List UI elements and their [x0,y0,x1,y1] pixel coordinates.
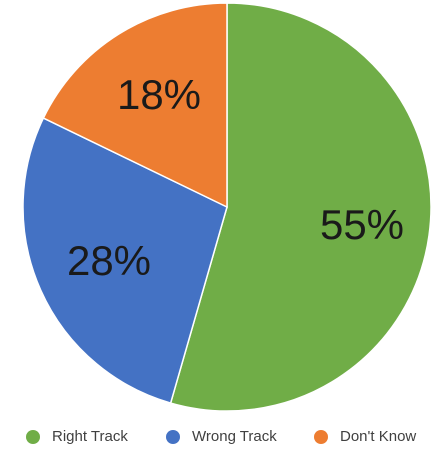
pie-slice-don-t-know [42,2,228,209]
slice-value-label: 28% [67,237,151,284]
legend-label: Don't Know [340,428,416,445]
pie-slice-right-track [169,2,431,412]
legend-marker [314,430,328,444]
legend-item: Wrong Track [166,428,277,445]
legend-marker [166,430,180,444]
pie-slices [22,2,431,412]
legend-item: Right Track [26,428,128,445]
legend-label: Wrong Track [192,428,277,445]
slice-value-label: 18% [117,71,201,118]
pie-slice-wrong-track [22,117,228,404]
chart-legend: Right Track Wrong Track Don't Know [26,428,416,445]
slice-value-label: 55% [320,201,404,248]
legend-label: Right Track [52,428,128,445]
legend-marker [26,430,40,444]
pie-slice-labels: 55% 28% 18% [67,71,404,284]
legend-item: Don't Know [314,428,416,445]
